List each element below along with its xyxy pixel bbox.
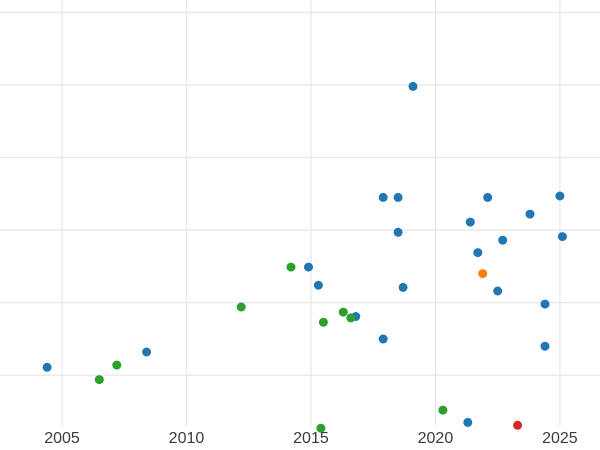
data-point-red[interactable]	[513, 420, 523, 430]
data-point-orange[interactable]	[478, 269, 488, 279]
data-point-blue[interactable]	[378, 334, 388, 344]
x-tick-label: 2020	[418, 430, 454, 447]
data-point-blue[interactable]	[393, 227, 403, 237]
data-point-blue[interactable]	[555, 191, 565, 201]
data-point-blue[interactable]	[304, 262, 313, 272]
data-point-green[interactable]	[346, 313, 356, 323]
x-tick-label: 2015	[293, 430, 329, 447]
data-point-blue[interactable]	[493, 286, 503, 296]
x-tick-label: 2005	[44, 430, 80, 447]
data-point-blue[interactable]	[42, 362, 52, 372]
data-point-green[interactable]	[236, 302, 246, 312]
data-point-green[interactable]	[286, 262, 296, 272]
x-tick-label: 2010	[169, 430, 205, 447]
data-point-blue[interactable]	[483, 192, 493, 202]
data-point-blue[interactable]	[313, 280, 323, 290]
data-point-blue[interactable]	[398, 282, 408, 292]
data-point-blue[interactable]	[463, 417, 473, 427]
data-point-blue[interactable]	[465, 217, 475, 227]
data-point-green[interactable]	[318, 317, 328, 327]
data-point-green[interactable]	[94, 375, 104, 385]
data-point-green[interactable]	[316, 423, 326, 433]
x-tick-label: 2025	[542, 430, 578, 447]
data-point-blue[interactable]	[393, 192, 403, 202]
data-point-blue[interactable]	[142, 347, 152, 357]
data-point-blue[interactable]	[498, 235, 508, 245]
data-point-blue[interactable]	[378, 192, 388, 202]
data-point-blue[interactable]	[408, 81, 418, 91]
data-point-blue[interactable]	[540, 341, 550, 351]
data-point-green[interactable]	[112, 360, 122, 370]
data-point-green[interactable]	[338, 307, 348, 317]
data-point-blue[interactable]	[540, 299, 550, 309]
data-point-blue[interactable]	[525, 209, 535, 219]
data-point-blue[interactable]	[473, 248, 483, 258]
data-point-blue[interactable]	[557, 232, 567, 242]
data-point-green[interactable]	[438, 405, 448, 415]
